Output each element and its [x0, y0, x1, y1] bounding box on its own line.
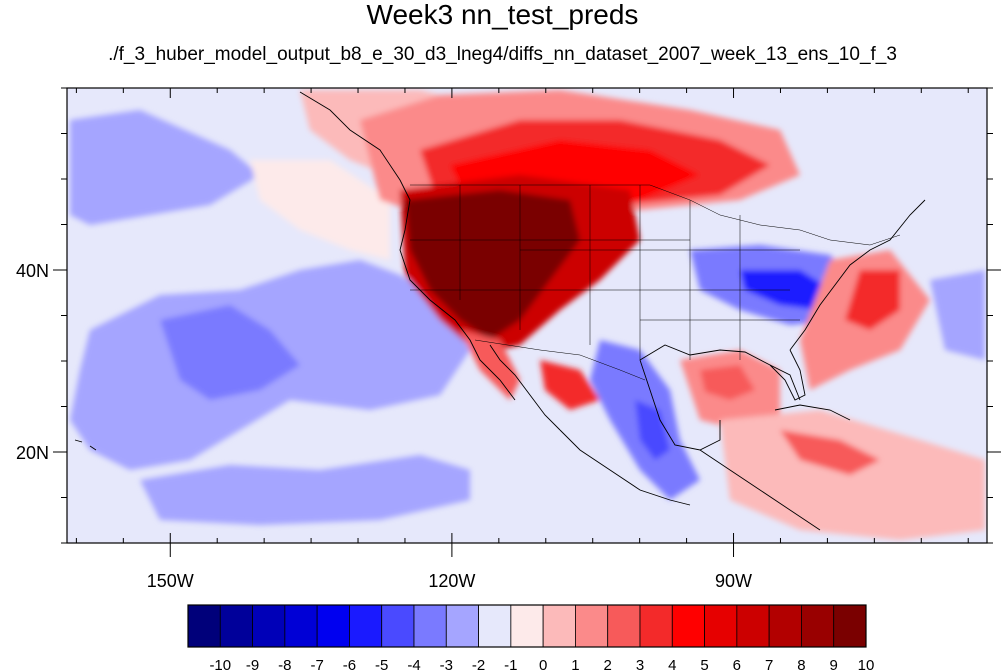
colorbar-label: 4: [668, 657, 676, 672]
field-blob-pacific-south: [140, 455, 470, 525]
colorbar-swatch: [284, 604, 318, 648]
colorbar-swatch: [445, 604, 479, 648]
x-tick-label: 90W: [715, 571, 752, 591]
coastline-hawaii: [74, 439, 97, 451]
colorbar-label: -7: [310, 657, 323, 672]
field-blob-mexico-deepblue: [635, 400, 670, 460]
state-lines: [410, 185, 800, 360]
coastline-central-america: [699, 449, 821, 531]
coastline-gulf-of-california: [489, 344, 561, 431]
colorbar-swatch: [768, 604, 802, 648]
field-blob-caribbean-red: [780, 430, 880, 475]
colorbar-label: 10: [858, 657, 875, 672]
coastlines: [74, 91, 926, 531]
boundaries: [410, 184, 901, 381]
field-blob-mexico-warm: [540, 360, 600, 410]
y-tick-label: 20N: [16, 443, 49, 463]
colorbar-label: 9: [830, 657, 838, 672]
colorbar-swatch: [833, 604, 867, 648]
x-tick-label: 120W: [428, 571, 475, 591]
colorbar-swatch: [639, 604, 673, 648]
coastline-mexico-pacific: [559, 429, 691, 506]
colorbar-swatch: [575, 604, 609, 648]
colorbar-label: -2: [472, 657, 485, 672]
colorbar-label: -10: [209, 657, 231, 672]
colorbar-label: 0: [539, 657, 547, 672]
page-title: Week3 nn_test_preds: [366, 0, 639, 30]
coastline-cuba: [774, 404, 851, 421]
colorbar-label: 3: [636, 657, 644, 672]
page-subtitle: ./f_3_huber_model_output_b8_e_30_d3_lneg…: [108, 44, 897, 65]
colorbar-label: 1: [571, 657, 579, 672]
colorbar-label: -8: [278, 657, 291, 672]
x-tick-label: 150W: [147, 571, 194, 591]
colorbar-swatch: [607, 604, 641, 648]
colorbar-swatch: [316, 604, 350, 648]
field-blob-pacific-nw: [70, 110, 260, 225]
colorbar-swatch: [801, 604, 835, 648]
coastline-gulf-of-mexico: [639, 344, 801, 451]
coastline-west-coast: [299, 91, 516, 401]
colorbar-label: -6: [343, 657, 356, 672]
field-layer: [67, 88, 987, 543]
y-tick-label: 40N: [16, 261, 49, 281]
colorbar-swatch: [510, 604, 544, 648]
colorbar-label: 6: [733, 657, 741, 672]
colorbar-label: 5: [700, 657, 708, 672]
colorbar-frame: [187, 604, 867, 648]
colorbar-swatch: [349, 604, 383, 648]
colorbar-swatch: [413, 604, 447, 648]
field-blob-west-dark: [405, 190, 580, 340]
field-blob-pacific-deep: [160, 305, 300, 400]
field-blob-gulf-hot: [700, 365, 755, 400]
coastline-east-coast: [789, 199, 926, 351]
field-blob-eastcoast-hot: [845, 270, 900, 330]
colorbar-label: -5: [375, 657, 388, 672]
border-us-canada: [410, 184, 901, 246]
field-blob-atlantic-blue: [930, 270, 985, 360]
colorbar-swatch: [478, 604, 512, 648]
colorbar-label: -1: [504, 657, 517, 672]
colorbar-swatch: [187, 604, 221, 648]
colorbar-swatch: [542, 604, 576, 648]
colorbar-label: -9: [246, 657, 259, 672]
colorbar-label: 2: [604, 657, 612, 672]
colorbar-label: 7: [765, 657, 773, 672]
field-blob-baja: [460, 330, 520, 400]
colorbar-swatch: [252, 604, 286, 648]
colorbar: -10 -9 -8 -7 -6 -5 -4 -3 -2 -1 0 1 2 3 4 5 6 7 8 9 10: [187, 604, 875, 672]
colorbar-label: 8: [797, 657, 805, 672]
coastline-florida: [769, 349, 806, 401]
colorbar-swatch: [381, 604, 415, 648]
colorbar-label: -3: [440, 657, 453, 672]
colorbar-swatch: [736, 604, 770, 648]
colorbar-label: -4: [407, 657, 420, 672]
colorbar-swatch: [219, 604, 253, 648]
border-us-mexico: [474, 339, 646, 381]
field-blob-nw-pink: [250, 160, 390, 260]
axes-layer: 150W 120W 90W 20N 40N: [16, 87, 1001, 591]
colorbar-swatch: [704, 604, 738, 648]
colorbar-swatch: [671, 604, 705, 648]
